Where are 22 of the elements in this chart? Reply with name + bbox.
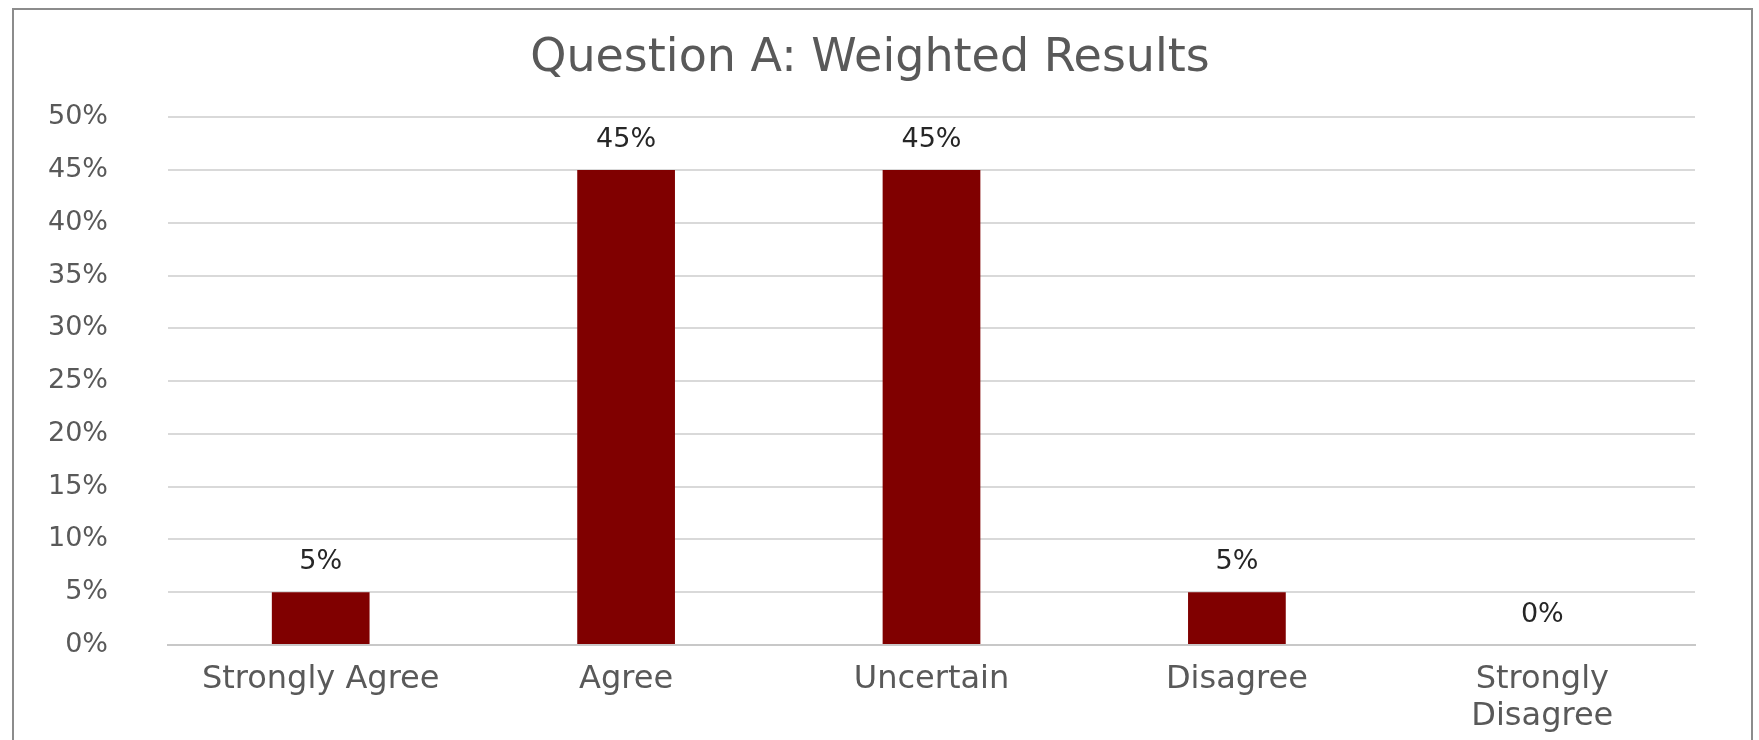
chart-title: Question A: Weighted Results: [530, 27, 1210, 82]
data-label: 0%: [1520, 597, 1564, 629]
y-tick-label: 45%: [47, 152, 108, 183]
x-tick-label: Uncertain: [853, 657, 1010, 696]
y-tick-label: 35%: [47, 257, 108, 289]
data-label: 5%: [299, 544, 343, 576]
x-tick-label: Strongly Agree: [201, 657, 440, 696]
data-label: 45%: [901, 122, 962, 153]
y-tick-label: 0%: [65, 627, 108, 659]
y-tick-label: 30%: [47, 310, 108, 342]
x-tick-label: Disagree: [1165, 657, 1308, 696]
y-tick-label: 20%: [47, 415, 108, 447]
data-label: 45%: [596, 122, 657, 153]
y-tick-label: 40%: [47, 204, 108, 236]
y-tick-label: 5%: [65, 574, 108, 606]
y-tick-label: 15%: [47, 468, 108, 500]
y-tick-label: 25%: [47, 363, 108, 395]
x-tick-label: Agree: [579, 657, 674, 696]
y-tick-label: 50%: [47, 99, 108, 131]
x-tick-label: Strongly Disagree: [1471, 657, 1614, 733]
y-tick-label: 10%: [47, 521, 108, 553]
data-label: 5%: [1215, 544, 1259, 576]
